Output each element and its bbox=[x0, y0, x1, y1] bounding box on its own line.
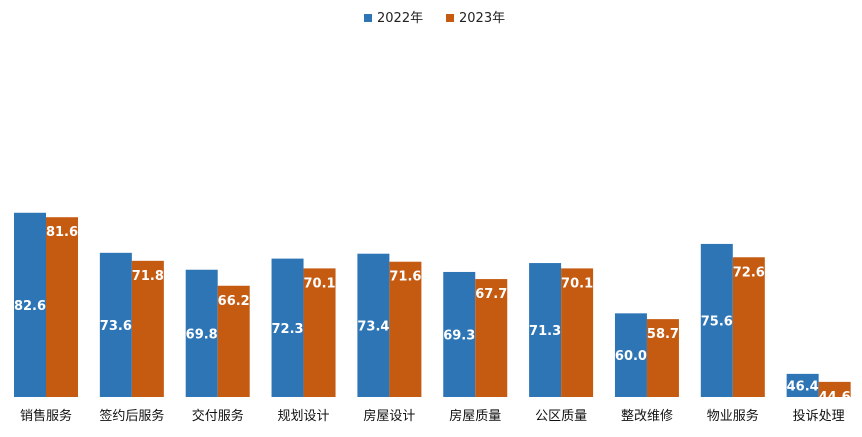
bar-2023-9 bbox=[818, 381, 851, 397]
value-label-2023-0: 81.6 bbox=[46, 225, 78, 240]
bar-2023-2 bbox=[217, 285, 250, 397]
value-label-2022-1: 73.6 bbox=[100, 319, 132, 334]
category-label-7: 整改维修 bbox=[621, 409, 673, 424]
category-labels-group: 销售服务 签约后服务 交付服务 规划设计 房屋设计 房屋质量 公区质量 整改维修 物业服务 投诉处… bbox=[20, 408, 845, 424]
value-label-2022-7: 60.0 bbox=[615, 349, 647, 364]
value-label-2022-2: 69.8 bbox=[186, 327, 218, 342]
bar-2023-6 bbox=[561, 268, 594, 397]
bar-2022-8 bbox=[700, 243, 733, 397]
bar-2022-6 bbox=[529, 263, 562, 397]
value-label-2022-6: 71.3 bbox=[529, 324, 561, 339]
bar-2022-1 bbox=[99, 252, 132, 397]
legend: 2022年 2023年 bbox=[364, 11, 505, 26]
value-label-2023-3: 70.1 bbox=[304, 276, 336, 291]
value-label-2022-5: 69.3 bbox=[443, 328, 475, 343]
bar-2022-3 bbox=[271, 258, 304, 397]
category-label-5: 房屋质量 bbox=[449, 408, 501, 424]
bar-2022-7 bbox=[614, 313, 647, 397]
value-label-2023-4: 71.6 bbox=[389, 270, 421, 285]
category-label-2: 交付服务 bbox=[192, 408, 244, 424]
bars-group bbox=[14, 212, 851, 397]
bar-2023-5 bbox=[475, 279, 508, 397]
value-label-2022-9: 46.4 bbox=[787, 379, 819, 394]
bar-2022-0 bbox=[14, 212, 46, 397]
value-label-2023-1: 71.8 bbox=[132, 269, 164, 284]
category-label-6: 公区质量 bbox=[535, 409, 587, 424]
value-label-2023-6: 70.1 bbox=[561, 276, 593, 291]
bar-2022-5 bbox=[443, 271, 476, 397]
category-label-4: 房屋设计 bbox=[363, 408, 415, 424]
value-label-2023-5: 67.7 bbox=[475, 287, 507, 302]
value-labels-group: 82.6 81.6 73.6 71.8 69.8 66.2 72.3 70.1 73.4 71.6… bbox=[14, 225, 851, 405]
category-label-9: 投诉处理 bbox=[793, 408, 845, 424]
bar-2023-3 bbox=[303, 268, 336, 397]
legend-label-2023: 2023年 bbox=[459, 11, 505, 26]
bar-2023-1 bbox=[131, 260, 164, 397]
value-label-2022-8: 75.6 bbox=[701, 314, 733, 329]
value-label-2023-8: 72.6 bbox=[733, 265, 765, 280]
bar-2023-8 bbox=[732, 257, 765, 397]
bar-2023-7 bbox=[646, 319, 679, 397]
bar-2023-0 bbox=[46, 217, 78, 397]
value-label-2023-9: 44.6 bbox=[819, 390, 851, 405]
bar-2022-9 bbox=[786, 373, 819, 397]
value-label-2022-3: 72.3 bbox=[272, 322, 304, 337]
value-label-2022-4: 73.4 bbox=[357, 319, 389, 334]
bar-2022-2 bbox=[185, 269, 218, 397]
category-label-0: 销售服务 bbox=[20, 408, 72, 424]
category-label-1: 签约后服务 bbox=[99, 408, 164, 424]
legend-swatch-2022 bbox=[364, 14, 372, 22]
legend-label-2022: 2022年 bbox=[377, 11, 423, 26]
legend-swatch-2023 bbox=[446, 14, 454, 22]
bar-2022-4 bbox=[357, 253, 390, 397]
value-label-2023-2: 66.2 bbox=[218, 294, 250, 309]
value-label-2022-0: 82.6 bbox=[14, 299, 46, 314]
category-label-8: 物业服务 bbox=[707, 408, 759, 424]
value-label-2023-7: 58.7 bbox=[647, 327, 679, 342]
category-label-3: 规划设计 bbox=[278, 409, 330, 424]
bar-2023-4 bbox=[389, 261, 422, 397]
